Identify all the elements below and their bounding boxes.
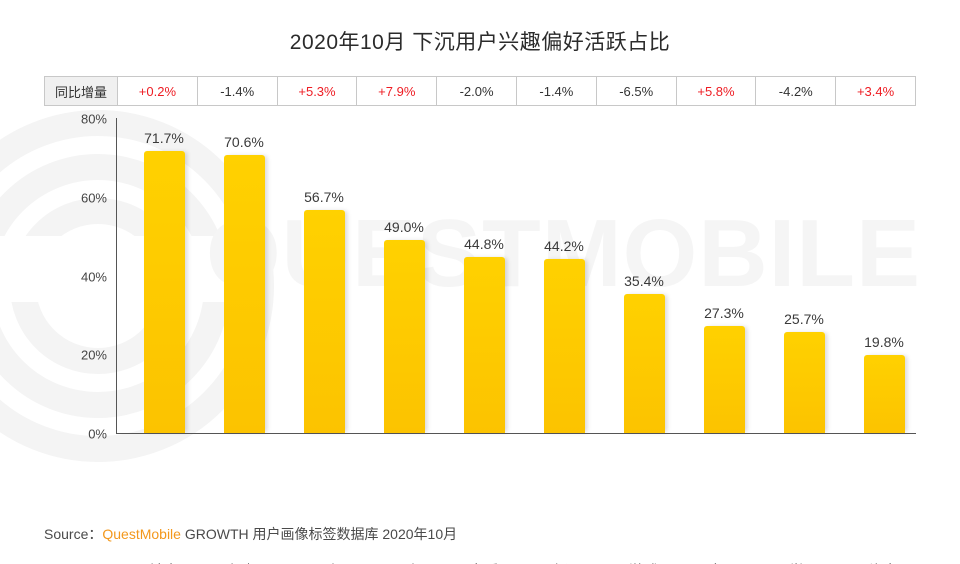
x-category-label: 学习: [764, 560, 844, 564]
bar[interactable]: [304, 209, 345, 433]
bar-slot: 35.4%: [604, 118, 684, 433]
brand-label: QuestMobile: [102, 526, 181, 542]
x-category-label: 团购: [364, 560, 444, 564]
growth-cell-1: -1.4%: [196, 76, 278, 106]
bar-value-label: 35.4%: [624, 272, 664, 289]
bar-value-label: 25.7%: [784, 310, 824, 327]
source-prefix: Source：: [44, 526, 103, 542]
growth-cell-8: -4.2%: [755, 76, 837, 106]
growth-cell-6: -6.5%: [595, 76, 677, 106]
bar-value-label: 49.0%: [384, 219, 424, 236]
x-category-label: 网购: [284, 560, 364, 564]
table-row: 同比增量 +0.2% -1.4% +5.3% +7.9% -2.0% -1.4%…: [44, 76, 916, 106]
bar[interactable]: [464, 256, 505, 433]
bar-slot: 44.2%: [524, 118, 604, 433]
bar[interactable]: [624, 293, 665, 433]
growth-cell-3: +7.9%: [356, 76, 438, 106]
y-tick-label: 40%: [80, 269, 107, 284]
x-category-label: 社交: [124, 560, 204, 564]
bar[interactable]: [704, 325, 745, 433]
x-category-label: 音乐: [444, 560, 524, 564]
growth-cell-5: -1.4%: [515, 76, 597, 106]
bar-value-label: 70.6%: [224, 134, 264, 151]
growth-cell-4: -2.0%: [436, 76, 517, 106]
bar[interactable]: [224, 155, 265, 433]
bar-slot: 44.8%: [444, 118, 524, 433]
bar-value-label: 44.2%: [544, 237, 584, 254]
bar-slot: 27.3%: [684, 118, 764, 433]
y-tick-label: 20%: [80, 347, 107, 363]
bar[interactable]: [384, 240, 425, 433]
y-axis-line: [116, 118, 117, 434]
y-tick-label: 60%: [80, 190, 107, 206]
x-axis-line: [116, 433, 916, 434]
growth-cell-2: +5.3%: [276, 76, 358, 106]
bar-slot: 70.6%: [204, 118, 284, 433]
bar-slot: 25.7%: [764, 118, 844, 433]
bar[interactable]: [864, 355, 905, 433]
x-category-label: 资讯: [524, 560, 604, 564]
bar-value-label: 44.8%: [464, 235, 504, 252]
bar-value-label: 27.3%: [704, 304, 744, 321]
x-category-label: 游戏: [604, 560, 684, 564]
y-tick-label: 80%: [80, 111, 107, 127]
bar-value-label: 56.7%: [304, 188, 344, 205]
bar-slot: 19.8%: [844, 118, 924, 433]
bar-value-label: 19.8%: [864, 334, 904, 351]
bar-series: 71.7% 70.6% 56.7% 49.0% 44.8% 44.2% 35.4% 27.3%…: [116, 118, 916, 433]
source-suffix: GROWTH 用户画像标签数据库 2020年10月: [180, 526, 458, 542]
bar-slot: 56.7%: [284, 118, 364, 433]
x-category-label: 视频: [204, 560, 284, 564]
growth-cell-7: +5.8%: [675, 76, 757, 106]
growth-row-header: 同比增量: [44, 76, 118, 106]
x-category-label: 办公: [684, 560, 764, 564]
page-title: 2020年10月 下沉用户兴趣偏好活跃占比: [289, 31, 671, 54]
bar-slot: 71.7%: [124, 118, 204, 433]
source-note: Source：QuestMobile GROWTH 用户画像标签数据库 2020…: [44, 524, 457, 544]
y-tick-label: 0%: [88, 426, 107, 442]
bar-value-label: 71.7%: [144, 129, 184, 146]
plot-area: 0% 20% 40% 60% 80% 71.7% 70.6% 56.7% 49.0% 44.8%…: [81, 112, 916, 564]
x-category-label: 汽车: [844, 560, 924, 564]
bar-slot: 49.0%: [364, 118, 444, 433]
bar[interactable]: [544, 258, 585, 433]
bar[interactable]: [784, 331, 825, 433]
growth-cell-9: +3.4%: [835, 76, 916, 106]
growth-table: 同比增量 +0.2% -1.4% +5.3% +7.9% -2.0% -1.4%…: [44, 76, 916, 106]
growth-cell-0: +0.2%: [117, 76, 198, 106]
bar[interactable]: [144, 150, 185, 433]
